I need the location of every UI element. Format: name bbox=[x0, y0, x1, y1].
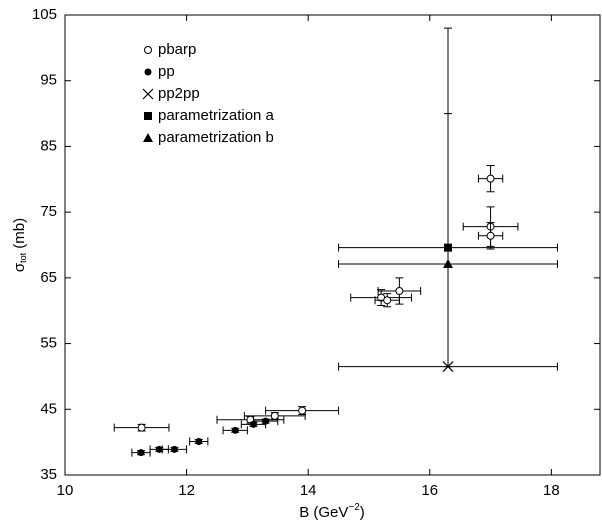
legend-label: pp bbox=[158, 63, 175, 80]
x-tick-label: 12 bbox=[178, 482, 195, 499]
x-label-end: ) bbox=[360, 504, 365, 521]
y-tick-label: 95 bbox=[40, 72, 57, 89]
y-error-bar bbox=[444, 27, 453, 368]
marker bbox=[262, 417, 270, 425]
marker bbox=[443, 259, 454, 269]
marker bbox=[383, 296, 392, 305]
x-tick-label: 10 bbox=[57, 482, 74, 499]
y-tick-label: 85 bbox=[40, 137, 57, 154]
plot-frame bbox=[64, 14, 601, 476]
legend-marker bbox=[144, 46, 152, 54]
y-label-text: σ bbox=[11, 262, 28, 272]
marker bbox=[298, 406, 307, 415]
marker bbox=[270, 411, 279, 420]
y-tick-label: 45 bbox=[40, 400, 57, 417]
legend-label: parametrization a bbox=[158, 107, 275, 124]
legend-marker bbox=[143, 133, 153, 142]
legend-marker bbox=[144, 112, 152, 120]
x-label-text: B (GeV bbox=[299, 504, 348, 521]
marker bbox=[444, 243, 453, 252]
y-tick-label: 35 bbox=[40, 466, 57, 483]
legend-label: parametrization b bbox=[158, 129, 274, 146]
x-tick-label: 16 bbox=[421, 482, 438, 499]
x-axis-label: B (GeV−2) bbox=[299, 502, 365, 521]
legend-label: pp2pp bbox=[158, 85, 200, 102]
marker bbox=[486, 174, 495, 183]
legend-marker bbox=[142, 88, 154, 100]
y-label-sub: tot bbox=[18, 252, 28, 263]
y-tick-label: 105 bbox=[32, 6, 57, 23]
marker bbox=[137, 449, 145, 457]
y-axis-label: σtot (mb) bbox=[11, 218, 28, 272]
marker bbox=[195, 437, 203, 445]
marker bbox=[137, 423, 146, 432]
marker bbox=[170, 445, 178, 453]
x-label-sup: −2 bbox=[348, 502, 360, 513]
y-label-end: (mb) bbox=[11, 218, 28, 253]
marker bbox=[486, 231, 495, 240]
legend-marker bbox=[144, 68, 152, 76]
marker bbox=[395, 287, 404, 295]
marker bbox=[231, 426, 239, 434]
y-tick-label: 65 bbox=[40, 269, 57, 286]
x-tick-label: 18 bbox=[543, 482, 560, 499]
x-tick-label: 14 bbox=[300, 482, 317, 499]
legend-label: pbarp bbox=[158, 41, 196, 58]
y-tick-label: 55 bbox=[40, 335, 57, 352]
marker bbox=[155, 445, 163, 453]
y-tick-label: 75 bbox=[40, 203, 57, 220]
